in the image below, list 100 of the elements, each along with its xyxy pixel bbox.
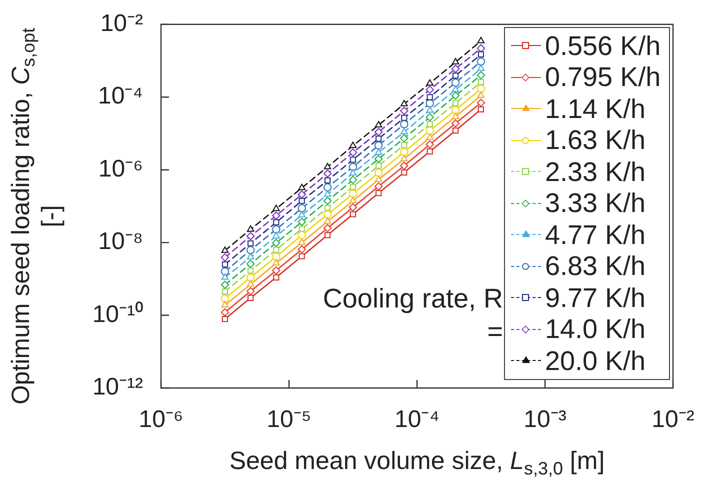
point <box>476 57 486 66</box>
point <box>323 169 332 178</box>
point <box>426 99 434 108</box>
point <box>476 84 486 93</box>
point <box>451 64 460 73</box>
point <box>401 142 408 148</box>
point <box>400 106 408 115</box>
point <box>426 148 433 155</box>
point <box>374 121 382 128</box>
point <box>324 204 331 211</box>
legend-label: 4.77 K/h <box>545 220 646 251</box>
point <box>273 219 280 226</box>
point <box>374 182 383 191</box>
point <box>323 196 332 205</box>
point <box>298 253 305 260</box>
point <box>426 94 433 100</box>
point <box>477 64 485 71</box>
point <box>478 51 484 58</box>
point <box>426 126 434 135</box>
point <box>426 79 434 86</box>
legend-label: 0.795 K/h <box>545 62 661 94</box>
point <box>374 175 382 182</box>
point <box>476 44 486 52</box>
point <box>426 106 434 113</box>
point <box>246 287 255 296</box>
legend-label: 20.0 K/h <box>545 346 646 377</box>
point <box>400 120 408 128</box>
legend-label: 3.33 K/h <box>545 188 646 220</box>
point <box>452 100 459 106</box>
legend-label: 14.0 K/h <box>545 314 646 346</box>
point <box>298 184 306 190</box>
point <box>349 196 357 204</box>
text: Optimum seed loading ratio, Cs,opt [-] <box>6 28 65 405</box>
point <box>246 246 255 254</box>
point <box>400 162 408 170</box>
point <box>221 246 229 253</box>
point <box>374 154 383 163</box>
point <box>220 267 230 276</box>
x-tick-label: 10⁻⁴ <box>394 406 440 434</box>
point <box>272 259 280 266</box>
point <box>298 190 306 199</box>
point <box>324 162 332 170</box>
point <box>323 183 332 192</box>
y-tick-label: 10⁻² <box>100 10 144 38</box>
point <box>451 92 460 100</box>
point <box>298 245 306 254</box>
point <box>298 238 306 245</box>
point <box>323 210 332 219</box>
point <box>348 176 358 184</box>
y-tick-label: 10⁻⁴ <box>98 82 143 110</box>
point <box>350 156 356 163</box>
point <box>350 211 356 218</box>
point <box>272 266 280 275</box>
legend-label: 2.33 K/h <box>545 156 646 188</box>
x-tick-label: 10⁻⁵ <box>266 406 312 434</box>
point <box>248 240 254 246</box>
point <box>272 238 280 247</box>
x-tick-label: 10⁻⁶ <box>138 406 184 434</box>
point <box>452 86 460 92</box>
y-tick-label: 10⁻⁶ <box>98 155 143 182</box>
point <box>476 98 486 107</box>
point <box>324 177 331 184</box>
point <box>323 224 332 232</box>
point <box>273 274 280 280</box>
y-tick-label: 10⁻¹⁰ <box>92 300 143 328</box>
point <box>376 136 382 142</box>
point <box>400 134 408 142</box>
point <box>376 162 382 169</box>
point <box>324 232 331 238</box>
legend-label: 1.63 K/h <box>545 125 646 156</box>
point <box>374 141 383 150</box>
point <box>272 212 280 220</box>
point <box>400 100 408 106</box>
point <box>298 204 306 212</box>
point <box>246 273 255 282</box>
point <box>221 273 229 280</box>
point <box>401 169 408 176</box>
point <box>349 142 357 148</box>
x-tick-label: 10⁻³ <box>524 406 566 434</box>
point <box>426 86 434 94</box>
point <box>298 218 306 226</box>
point <box>400 148 408 156</box>
point <box>477 36 485 44</box>
point <box>476 71 486 80</box>
point <box>374 168 383 177</box>
y-tick-label: 10⁻¹² <box>92 374 143 401</box>
point <box>222 288 228 295</box>
point <box>324 217 332 224</box>
point <box>374 128 383 136</box>
annotation: Cooling rate, R = <box>322 283 504 346</box>
point <box>374 148 382 155</box>
point <box>248 294 254 301</box>
point <box>220 253 230 262</box>
point <box>246 252 254 260</box>
point <box>451 119 460 128</box>
point <box>222 261 228 268</box>
point <box>478 78 484 86</box>
point <box>220 294 230 303</box>
point <box>246 280 254 287</box>
point <box>298 210 306 218</box>
